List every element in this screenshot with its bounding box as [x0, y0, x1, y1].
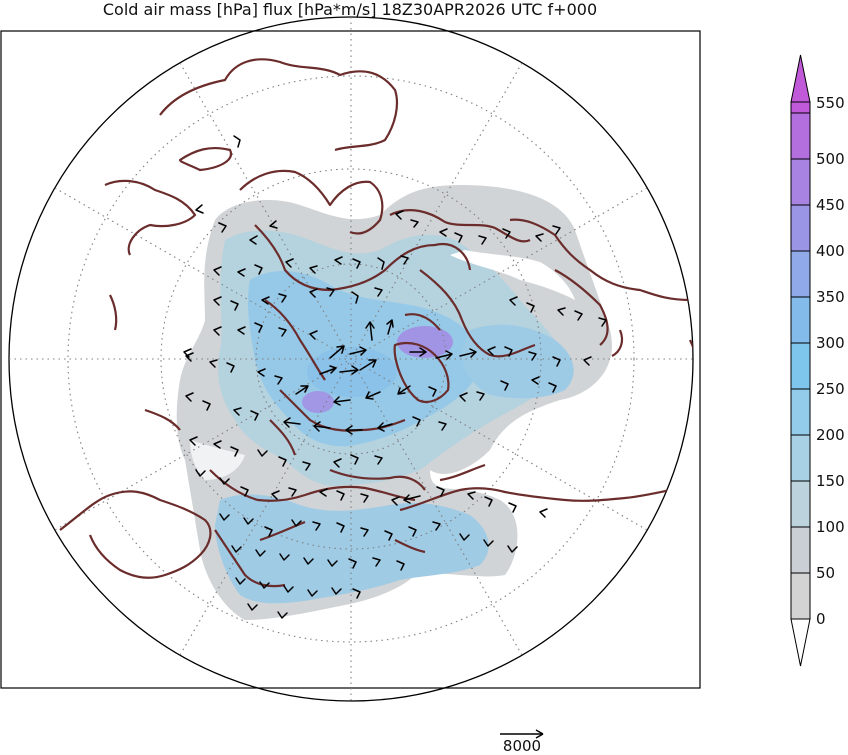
- colorbar-tick-label: 550: [816, 94, 845, 112]
- colorbar-swatch: [791, 527, 810, 573]
- colorbar-tick-label: 350: [816, 288, 845, 306]
- colorbar-tick-label: 250: [816, 380, 845, 398]
- field-max-east: [397, 326, 453, 358]
- coastlines: [59, 58, 693, 588]
- colorbar-tick-label: 400: [816, 242, 845, 260]
- colorbar-swatch: [791, 205, 810, 251]
- colorbar-swatch: [791, 481, 810, 527]
- colorbar-tick-label: 450: [816, 196, 845, 214]
- field-gap-west: [190, 440, 245, 480]
- vector-key-label: 8000: [502, 737, 542, 755]
- colorbar-swatch: [791, 573, 810, 619]
- field-max-center: [302, 391, 334, 413]
- colorbar-tick-label: 500: [816, 150, 845, 168]
- colorbar-swatch: [791, 343, 810, 389]
- colorbar-swatch: [791, 113, 810, 159]
- colorbar-extend-top: [790, 54, 811, 103]
- vector-key-arrow: [500, 729, 544, 739]
- colorbar-tick-label: 50: [816, 564, 835, 582]
- colorbar-swatch: [791, 435, 810, 481]
- colorbar-tick-label: 100: [816, 518, 845, 536]
- field-gap-north: [450, 250, 575, 300]
- colorbar-tick-label: 150: [816, 472, 845, 490]
- colorbar-swatch: [791, 297, 810, 343]
- field-east: [461, 324, 574, 399]
- colorbar-tick-label: 200: [816, 426, 845, 444]
- colorbar: 0 50 100 150 200 250 300 350 400 450 500…: [790, 54, 845, 667]
- colorbar-extend-bottom: [790, 618, 811, 667]
- flux-vectors: [183, 135, 607, 619]
- cold-air-shading: [176, 185, 612, 620]
- colorbar-swatch: [791, 251, 810, 297]
- colorbar-swatch: [791, 159, 810, 205]
- figure-title: Cold air mass [hPa] flux [hPa*m/s] 18Z30…: [102, 0, 598, 19]
- colorbar-tick-label: 300: [816, 334, 845, 352]
- graticule: [9, 17, 693, 701]
- colorbar-tick-label: 0: [816, 610, 826, 628]
- colorbar-swatch: [791, 389, 810, 435]
